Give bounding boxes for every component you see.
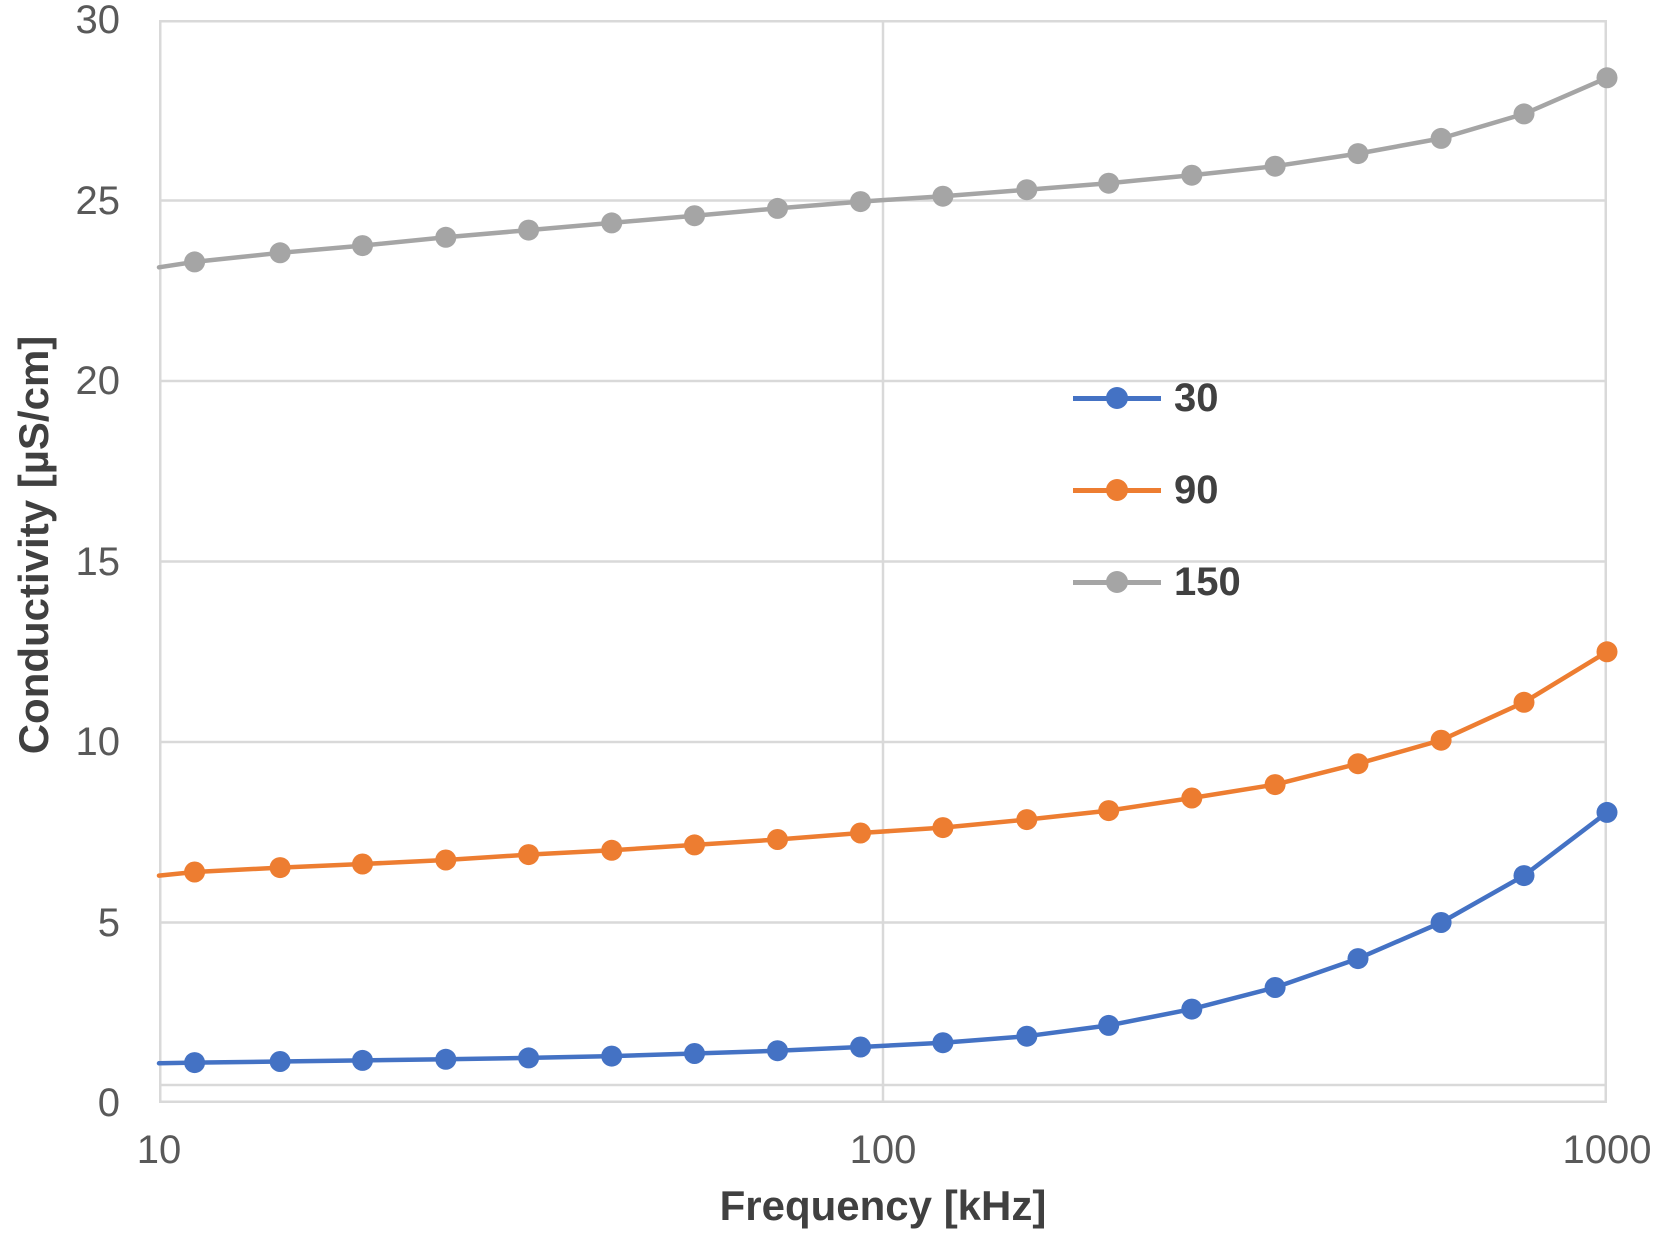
legend: 30 90 150	[1073, 374, 1241, 606]
legend-item-30: 30	[1073, 374, 1241, 422]
series-30-marker	[435, 1048, 457, 1070]
series-150-marker	[518, 219, 540, 241]
series-90-marker	[1098, 800, 1120, 822]
series-90-marker	[352, 853, 373, 875]
series-90-marker	[1596, 641, 1618, 663]
series-90-marker	[1016, 809, 1038, 831]
series-30-marker	[352, 1049, 373, 1071]
series-90-marker	[1264, 774, 1286, 796]
legend-line-icon	[1073, 387, 1161, 409]
y-tick-label-15: 15	[75, 539, 121, 584]
y-tick-label-0: 0	[97, 1081, 120, 1125]
x-tick-label-10: 10	[136, 1128, 182, 1172]
series-30-marker	[518, 1047, 540, 1069]
y-tick-label-30: 30	[75, 0, 121, 42]
series-30-marker	[1264, 977, 1286, 998]
series-30-marker	[932, 1032, 954, 1054]
series-90-marker	[767, 829, 788, 850]
series-90-marker	[850, 822, 871, 844]
x-tick-label-1000: 1000	[1562, 1128, 1652, 1172]
series-90-marker	[601, 839, 623, 861]
series-90-marker	[932, 817, 954, 839]
legend-marker-icon	[1106, 387, 1128, 409]
x-tick-label-100: 100	[849, 1128, 917, 1172]
plot-border	[159, 20, 1607, 1103]
series-30-marker	[601, 1045, 623, 1067]
y-tick-label-20: 20	[75, 359, 121, 403]
series-150-marker	[1430, 127, 1452, 149]
series-90-marker	[1513, 691, 1535, 713]
series-150-marker	[1016, 179, 1038, 201]
series-150-marker	[1098, 172, 1120, 194]
legend-marker-icon	[1106, 479, 1128, 501]
legend-line-icon	[1073, 479, 1161, 501]
y-tick-label-5: 5	[97, 900, 120, 945]
series-150-marker	[1181, 164, 1203, 186]
legend-label: 30	[1174, 375, 1219, 420]
series-90-marker	[184, 861, 206, 883]
series-90-marker	[518, 844, 540, 866]
series-30-marker	[184, 1052, 206, 1074]
series-150-marker	[269, 242, 291, 264]
series-30-marker	[1347, 948, 1369, 970]
series-30-marker	[1181, 998, 1203, 1020]
legend-label: 150	[1174, 559, 1241, 604]
legend-marker-icon	[1106, 571, 1128, 593]
series-30-marker	[1430, 912, 1452, 933]
series-90-marker	[1430, 729, 1452, 751]
series-150-marker	[767, 197, 788, 219]
series-90-marker	[1181, 787, 1203, 809]
legend-line-icon	[1073, 571, 1161, 593]
series-30-marker	[767, 1040, 788, 1062]
legend-item-90: 90	[1073, 466, 1241, 514]
series-30-marker	[1098, 1014, 1120, 1036]
series-150-marker	[684, 205, 705, 227]
series-30-marker	[850, 1036, 871, 1058]
series-150-marker	[1596, 67, 1618, 89]
series-30-marker	[684, 1043, 705, 1064]
plot-svg	[156, 20, 1618, 1103]
y-axis-title: Conductivity [µS/cm]	[10, 335, 57, 755]
series-30-marker	[1596, 801, 1618, 823]
series-150-marker	[352, 235, 373, 257]
series-150-marker	[184, 251, 206, 273]
legend-label: 90	[1174, 467, 1219, 512]
series-150-marker	[1513, 103, 1535, 125]
series-150-marker	[850, 191, 871, 213]
series-90-marker	[684, 834, 705, 856]
y-tick-label-25: 25	[75, 178, 121, 223]
legend-item-150: 150	[1073, 558, 1241, 606]
series-30-marker	[1513, 865, 1535, 887]
x-axis-title: Frequency [kHz]	[719, 1182, 1047, 1229]
y-tick-label-10: 10	[75, 720, 121, 764]
series-150-marker	[1264, 155, 1286, 177]
series-150-marker	[601, 212, 623, 234]
series-150-marker	[435, 226, 457, 248]
series-90-marker	[435, 849, 457, 871]
series-150-marker	[1347, 143, 1369, 165]
series-30-marker	[269, 1051, 291, 1072]
series-90-marker	[269, 857, 291, 879]
series-30-marker	[1016, 1025, 1038, 1047]
series-150-marker	[932, 185, 954, 207]
series-90-marker	[1347, 753, 1369, 775]
